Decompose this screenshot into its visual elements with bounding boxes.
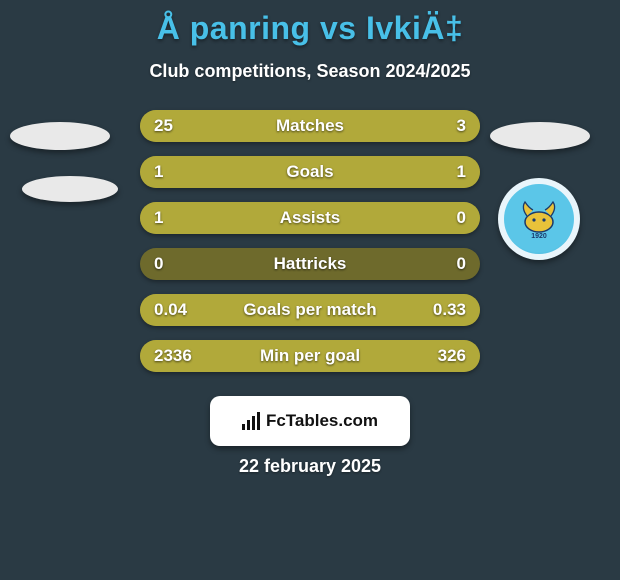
stat-label: Goals [140,156,480,188]
content-root: Å panring vs IvkiÄ‡ Club competitions, S… [0,0,620,580]
page-title: Å panring vs IvkiÄ‡ [0,0,620,47]
stats-area: 253Matches 11Goals 10Assists 00Hattricks 0.0… [0,110,620,386]
stat-row: 2336326Min per goal [140,340,480,372]
date-text: 22 february 2025 [0,456,620,477]
stat-row: 11Goals [140,156,480,188]
stat-label: Assists [140,202,480,234]
page-subtitle: Club competitions, Season 2024/2025 [0,61,620,82]
fctables-text: FcTables.com [266,411,378,431]
stat-row: 253Matches [140,110,480,142]
stat-label: Min per goal [140,340,480,372]
stat-label: Matches [140,110,480,142]
stat-label: Hattricks [140,248,480,280]
fctables-inner: FcTables.com [242,411,378,431]
stat-row: 10Assists [140,202,480,234]
stat-label: Goals per match [140,294,480,326]
stat-row: 00Hattricks [140,248,480,280]
chart-icon [242,412,260,430]
stat-row: 0.040.33Goals per match [140,294,480,326]
fctables-badge: FcTables.com [210,396,410,446]
